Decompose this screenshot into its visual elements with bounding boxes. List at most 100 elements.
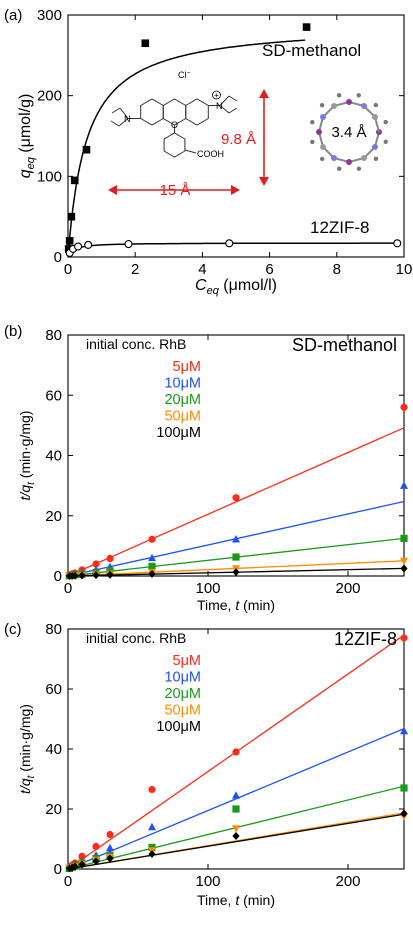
data-point: [148, 785, 156, 794]
data-point: [302, 23, 311, 31]
plus-circle: [212, 90, 221, 100]
y-tick-label: 200: [37, 88, 62, 105]
y-axis-label: t/qt (min·g/mg): [17, 704, 37, 794]
data-point: [106, 570, 114, 579]
data-point: [400, 809, 408, 818]
data-point: [78, 852, 86, 861]
atom-n-left: N: [124, 114, 131, 124]
y-axis-label-unit: (min·g/mg): [17, 411, 33, 483]
atom-n-right: N: [216, 101, 223, 111]
legend-entry: 5μM: [173, 359, 202, 375]
data-point: [400, 557, 408, 566]
ring-phenyl: [163, 132, 186, 158]
x-tick-label: 0: [64, 873, 72, 890]
cage-atom: [320, 114, 327, 120]
data-point: [225, 239, 234, 248]
fit-curve: [67, 39, 306, 258]
bond: [184, 149, 197, 154]
series-5μM: [65, 403, 408, 579]
data-point: [106, 854, 114, 863]
y-axis-label-sub: t: [26, 774, 37, 778]
x-axis-label-part: Time,: [197, 597, 235, 613]
y-axis-label-main: q: [17, 169, 34, 178]
bond: [228, 95, 238, 102]
width-arrow-head-left: [108, 185, 117, 195]
cage-atom: [371, 114, 378, 120]
data-point: [78, 571, 86, 580]
data-point: [67, 212, 76, 221]
x-axis-label-var: t: [235, 892, 240, 908]
height-label: 9.8 Å: [221, 131, 256, 148]
plus-sign: +: [214, 91, 219, 100]
data-point: [148, 535, 156, 543]
cage-methyl: [319, 102, 325, 108]
data-point: [70, 176, 79, 185]
cage-atom: [346, 159, 352, 165]
y-axis-label-main: t/q: [17, 485, 33, 501]
x-axis-label: Time, t (min): [197, 597, 275, 613]
data-point: [400, 784, 408, 792]
legend-entry: 10μM: [164, 670, 201, 686]
plot-frame: [67, 14, 405, 258]
series-100μM: [65, 809, 408, 873]
legend-entry: 20μM: [164, 392, 201, 408]
chloride-charge: −: [187, 70, 191, 77]
panel-label: (c): [4, 621, 22, 638]
ring-right: [185, 98, 209, 126]
bond: [110, 120, 120, 127]
carboxylic-acid-label: COOH: [197, 149, 224, 159]
cage-methyl: [336, 93, 342, 98]
y-tick-label: 60: [45, 387, 62, 404]
chloride-label: Cl−: [178, 70, 191, 80]
rhodamine-b-structure: [110, 95, 238, 158]
y-tick-label: 80: [45, 621, 62, 638]
y-axis-label: t/qt (min·g/mg): [17, 411, 37, 501]
data-point: [141, 39, 150, 48]
data-point: [400, 634, 408, 642]
x-tick-label: 100: [195, 873, 220, 890]
cage-methyl: [337, 166, 342, 171]
x-tick-label: 10: [396, 261, 413, 278]
cage-methyl: [356, 166, 362, 171]
legend-entry: 20μM: [164, 686, 201, 702]
fit-line: [67, 427, 405, 577]
width-arrow-head-right: [231, 185, 240, 195]
legend-entry: 50μM: [164, 703, 201, 719]
data-point: [148, 850, 156, 858]
cage-atom: [316, 129, 322, 135]
x-axis-label-part: Time,: [197, 892, 235, 908]
x-tick-label: 2: [131, 261, 139, 278]
y-tick-label: 100: [37, 168, 62, 185]
data-point: [92, 842, 100, 851]
x-tick-label: 0: [64, 580, 72, 597]
bond: [111, 107, 121, 114]
height-arrow-head-bottom: [259, 177, 269, 186]
data-point: [71, 862, 79, 871]
fit-line: [67, 728, 405, 870]
data-point: [74, 242, 83, 251]
pore-size-label: 3.4 Å: [331, 124, 366, 141]
bond: [228, 107, 238, 114]
data-point: [232, 553, 240, 561]
cage-atom: [361, 154, 367, 161]
data-point: [106, 554, 114, 563]
data-point: [78, 860, 86, 869]
data-point: [232, 825, 240, 833]
bond: [118, 118, 129, 127]
series-zif: [65, 239, 402, 258]
legend-entry: 100μM: [156, 719, 201, 735]
y-axis-label-main: t/q: [17, 778, 33, 794]
data-point: [232, 568, 240, 577]
width-label: 15 Å: [160, 182, 191, 199]
legend-title: initial conc. RhB: [86, 336, 186, 352]
x-tick-label: 200: [335, 580, 360, 597]
data-point: [148, 553, 156, 562]
cage-methyl: [383, 119, 388, 125]
y-tick-label: 40: [45, 448, 62, 465]
y-tick-label: 20: [45, 801, 62, 818]
data-point: [124, 240, 133, 249]
data-point: [148, 822, 156, 831]
label-sd-methanol: SD-methanol: [262, 41, 361, 60]
data-point: [400, 564, 408, 573]
